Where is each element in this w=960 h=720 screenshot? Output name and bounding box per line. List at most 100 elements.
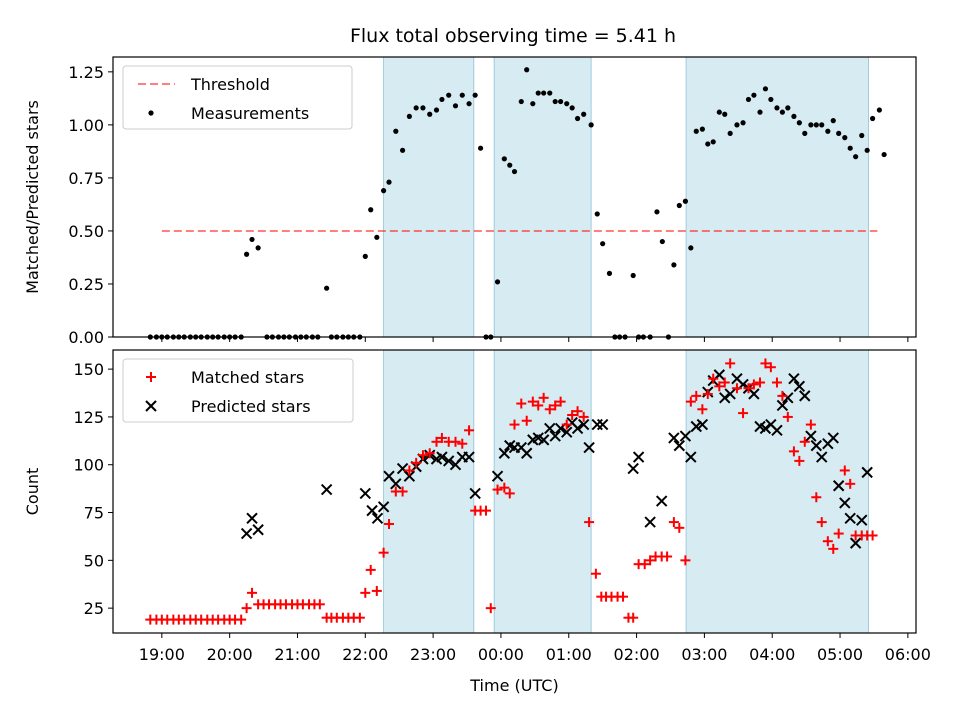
chart-title: Flux total observing time = 5.41 h (350, 25, 676, 47)
matched-point (464, 425, 475, 436)
panel-ratio: 0.00 0.25 0.50 0.75 1.00 1.25 Matched/Predict… (23, 56, 917, 347)
predicted-point (498, 447, 511, 459)
matched-point (782, 411, 793, 422)
measurement-point (530, 101, 536, 107)
legend-x-glyph (145, 400, 157, 412)
matched-point (555, 396, 566, 407)
predicted-point (359, 487, 372, 500)
measurement-point (547, 90, 553, 96)
measurement-point (541, 90, 547, 96)
measurement-point (439, 96, 445, 103)
matched-point (572, 406, 583, 417)
measurement-point (682, 198, 689, 204)
x-ticks-bottom: 19:00 20:00 21:00 22:00 23:00 00:00 01:00 02:00… (139, 633, 931, 664)
measurement-point (830, 118, 836, 124)
predicted-point (469, 487, 481, 500)
measurement-point (524, 67, 530, 73)
predicted-point (252, 524, 264, 536)
matched-point (680, 555, 691, 566)
measurement-point (255, 245, 261, 251)
legend-predicted-label: Predicted stars (191, 397, 311, 416)
measurement-point (630, 272, 636, 279)
measurement-point (734, 122, 740, 128)
legend-box-top (122, 65, 353, 130)
measurement-point (368, 207, 374, 213)
predicted-point (827, 432, 839, 444)
measurement-point (716, 109, 722, 115)
predicted-point (696, 418, 709, 431)
x-tick-label: 00:00 (478, 645, 524, 664)
matched-series (145, 358, 878, 625)
measurement-point (710, 139, 716, 145)
measurement-point (600, 241, 606, 247)
x-tick-label: 05:00 (817, 645, 863, 664)
y-tick-label: 1.00 (68, 116, 104, 135)
matched-point (509, 419, 520, 430)
predicted-point (443, 455, 455, 467)
matched-point (590, 568, 601, 579)
measurement-point (727, 130, 733, 136)
matched-point (725, 358, 736, 369)
measurement-point (688, 245, 694, 251)
predicted-point (816, 451, 828, 463)
shaded-interval (493, 349, 592, 634)
panel-count: 25 50 75 100 125 150 19:00 20:00 21:00 22:00 23:0… (23, 349, 931, 695)
shaded-interval (493, 56, 592, 338)
measurement-point (825, 128, 831, 134)
matched-point (760, 358, 771, 369)
matched-point (839, 465, 850, 476)
predicted-point (679, 430, 692, 442)
measurement-point (569, 105, 575, 111)
measurement-point (676, 202, 682, 209)
measurement-point (433, 107, 440, 113)
predicted-point (571, 422, 584, 435)
legend-measurements-swatch (148, 110, 154, 116)
predicted-point (771, 424, 783, 437)
y-axis-label-bottom: Count (23, 468, 42, 516)
measurement-point (705, 141, 711, 147)
measurement-point (249, 236, 255, 243)
matched-point (765, 362, 776, 373)
legend-top: Threshold Measurements (122, 65, 353, 130)
predicted-point (246, 512, 258, 524)
predicted-point (856, 514, 868, 526)
y-axis-label-top: Matched/Predicted stars (23, 100, 42, 294)
measurement-point (859, 132, 865, 139)
predicted-point (549, 430, 561, 442)
y-tick-label: 125 (73, 408, 104, 427)
measurement-point (869, 115, 876, 122)
matched-point (639, 559, 650, 570)
matched-point (799, 436, 810, 447)
measurement-point (362, 253, 368, 259)
matched-point (397, 486, 408, 497)
predicted-point (596, 418, 609, 431)
measurement-point (459, 92, 465, 98)
matched-point (424, 448, 435, 459)
matched-point (811, 492, 822, 503)
matched-point (521, 415, 532, 426)
x-tick-label: 01:00 (546, 645, 592, 664)
measurement-point (552, 98, 558, 105)
matched-point (404, 465, 415, 476)
legend-matched-swatch (146, 372, 156, 382)
legend-bottom: Matched stars Predicted stars (122, 358, 354, 423)
measurement-point (785, 105, 791, 111)
predicted-point (685, 451, 697, 463)
measurement-point (381, 188, 387, 194)
measurement-point (518, 98, 524, 105)
matched-point (492, 484, 503, 495)
measurement-point (477, 145, 484, 151)
measurement-point (693, 128, 699, 134)
measurement-point (808, 122, 814, 128)
matched-point (845, 478, 856, 489)
measurement-point (399, 147, 406, 153)
matched-point (628, 612, 639, 623)
measurement-point (819, 122, 825, 128)
matched-point (457, 438, 468, 449)
matched-point (584, 517, 595, 528)
predicted-point (377, 501, 390, 513)
predicted-point (366, 504, 378, 517)
matched-point (833, 528, 844, 539)
y-ticks-bottom: 25 50 75 100 125 150 (73, 360, 113, 618)
measurement-point (581, 111, 587, 117)
